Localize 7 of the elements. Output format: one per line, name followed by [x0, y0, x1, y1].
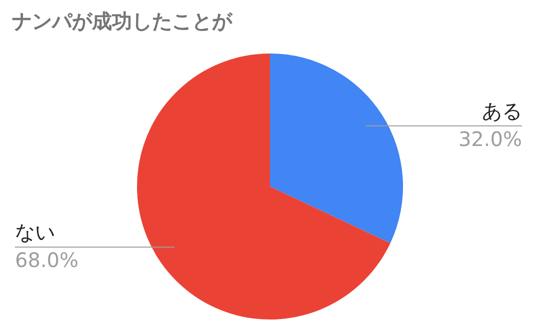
- chart-title: ナンパが成功したことが: [12, 9, 233, 33]
- data-label: 68.0%: [15, 248, 79, 272]
- pie-slice: [137, 54, 390, 320]
- data-label: 32.0%: [458, 126, 522, 151]
- pie-slice: [270, 54, 403, 244]
- slice-label: ある: [482, 98, 522, 123]
- slice-label: ない: [15, 220, 55, 244]
